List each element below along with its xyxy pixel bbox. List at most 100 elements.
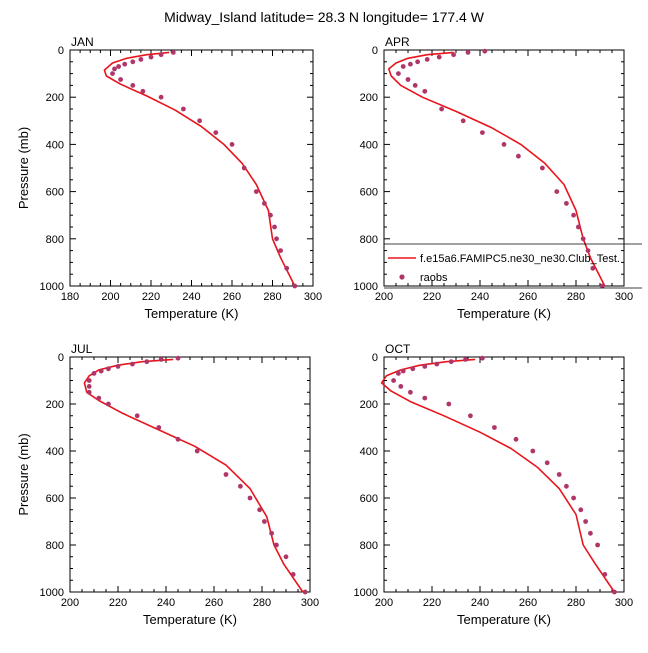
y-tick-label: 800 — [46, 540, 64, 552]
x-tick-label: 280 — [567, 291, 585, 303]
x-tick-label: 300 — [301, 597, 319, 609]
series-point-raobs — [422, 88, 428, 94]
series-line-model — [103, 51, 296, 287]
x-tick-label: 260 — [205, 597, 223, 609]
series-point-raobs — [274, 542, 279, 548]
series-point-raobs — [595, 542, 600, 548]
series-point-raobs — [181, 106, 186, 112]
y-tick-label: 600 — [46, 493, 64, 505]
y-tick-label: 0 — [372, 352, 378, 364]
series-point-raobs — [400, 368, 406, 374]
series-point-raobs — [564, 483, 569, 489]
series-point-raobs — [257, 507, 262, 513]
y-axis-title: Pressure (mb) — [16, 127, 31, 209]
series-point-raobs — [408, 389, 413, 395]
series-point-raobs — [516, 153, 521, 159]
series-point-raobs — [463, 357, 468, 362]
y-tick-label: 200 — [46, 399, 64, 411]
series-line-model — [83, 358, 304, 593]
x-tick-label: 220 — [109, 597, 127, 609]
series-point-raobs — [530, 448, 536, 454]
series-point-raobs — [213, 130, 219, 136]
chart-panel-jul: JUL 200 220 240 260 280 300 0 200 400 600 800 1000 Te… — [16, 342, 319, 627]
x-tick-label: 280 — [263, 291, 281, 303]
series-point-raobs — [148, 54, 154, 60]
x-tick-label: 260 — [223, 291, 241, 303]
series-point-raobs — [540, 165, 545, 171]
y-tick-label: 1000 — [40, 281, 64, 293]
series-point-raobs — [110, 71, 115, 76]
series-point-raobs — [396, 71, 401, 76]
series-point-raobs — [130, 83, 136, 88]
series-point-raobs — [576, 224, 581, 230]
series-point-raobs — [408, 61, 413, 67]
chart-panel-oct: OCT 200 220 240 260 280 300 0 200 400 600 800 1000 Te… — [354, 342, 634, 627]
panel-title: APR — [385, 35, 410, 49]
series-point-raobs — [112, 66, 117, 72]
series-line-model — [380, 358, 616, 593]
x-axis-title: Temperature (K) — [457, 612, 551, 627]
series-point-raobs — [446, 401, 452, 407]
series-point-raobs — [448, 359, 454, 365]
series-point-raobs — [434, 361, 440, 367]
panel-title: JAN — [71, 35, 94, 49]
series-point-raobs — [91, 371, 97, 376]
series-point-raobs — [602, 572, 608, 577]
series-point-raobs — [223, 472, 229, 477]
x-tick-label: 200 — [61, 597, 79, 609]
series-point-raobs — [422, 395, 428, 401]
series-point-raobs — [468, 413, 473, 419]
series-point-raobs — [241, 165, 247, 171]
series-point-raobs — [400, 64, 406, 69]
series-point-raobs — [398, 384, 404, 389]
series-point-raobs — [480, 130, 485, 136]
y-tick-label: 400 — [46, 139, 64, 151]
plot-frame — [69, 49, 314, 287]
series-point-raobs — [140, 88, 146, 94]
series-point-raobs — [86, 378, 92, 383]
legend: f.e15a6.FAMIPC5.ne30_ne30.Club_Test.raob… — [384, 243, 642, 289]
panel-title: OCT — [385, 342, 411, 356]
series-point-raobs — [415, 59, 420, 65]
series-point-raobs — [158, 357, 164, 362]
x-tick-label: 260 — [519, 597, 537, 609]
series-point-raobs — [588, 530, 593, 536]
series-point-raobs — [564, 201, 569, 206]
y-tick-label: 0 — [58, 352, 64, 364]
x-tick-label: 280 — [567, 597, 585, 609]
x-tick-label: 220 — [142, 291, 160, 303]
series-point-raobs — [253, 189, 259, 195]
x-tick-label: 200 — [101, 291, 119, 303]
series-point-raobs — [554, 189, 560, 195]
series-point-raobs — [156, 425, 162, 430]
series-point-raobs — [98, 368, 104, 374]
series-point-raobs — [292, 283, 298, 289]
series-point-raobs — [175, 436, 181, 442]
legend-label-model: f.e15a6.FAMIPC5.ne30_ne30.Club_Test. — [420, 253, 620, 265]
series-point-raobs — [238, 483, 243, 489]
series-point-raobs — [262, 201, 267, 206]
series-point-raobs — [118, 77, 123, 82]
x-axis-title: Temperature (K) — [145, 306, 239, 321]
series-point-raobs — [513, 436, 519, 442]
x-axis-title: Temperature (K) — [457, 306, 551, 321]
x-tick-label: 280 — [253, 597, 271, 609]
series-point-raobs — [86, 389, 92, 395]
series-point-raobs — [460, 118, 466, 124]
x-tick-label: 300 — [304, 291, 322, 303]
x-tick-label: 300 — [615, 597, 633, 609]
series-point-raobs — [269, 530, 274, 536]
series-point-raobs — [600, 283, 605, 289]
series-point-raobs — [272, 224, 277, 230]
figure-title: Midway_Island latitude= 28.3 N longitude… — [164, 9, 485, 25]
series-point-raobs — [158, 52, 164, 58]
series-point-raobs — [262, 519, 267, 524]
series-point-raobs — [578, 507, 584, 513]
series-point-raobs — [130, 361, 135, 367]
x-tick-label: 300 — [615, 291, 633, 303]
series-point-raobs — [571, 212, 576, 218]
series-point-raobs — [115, 364, 121, 369]
x-tick-label: 200 — [375, 597, 393, 609]
legend-marker-swatch — [399, 274, 405, 280]
series-point-raobs — [436, 54, 442, 60]
